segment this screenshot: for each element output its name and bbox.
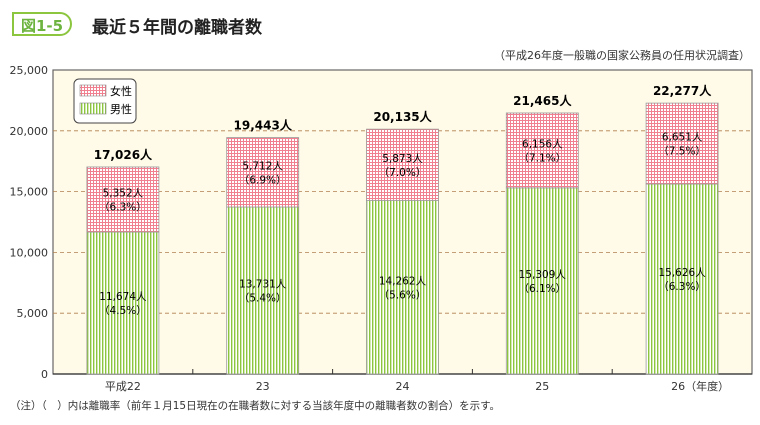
y-tick-label: 20,000: [10, 125, 49, 138]
legend-swatch-male: [79, 102, 107, 115]
y-tick-label: 15,000: [10, 186, 49, 199]
female-value-label: 5,352人: [103, 188, 144, 200]
female-value-label: 5,712人: [242, 160, 283, 172]
chart-title: 最近５年間の離職者数: [92, 18, 262, 38]
male-value-label: 15,309人: [519, 269, 567, 281]
bar-female: [226, 137, 300, 208]
bar-female: [366, 128, 439, 201]
total-label: 22,277人: [653, 83, 712, 98]
female-rate-label: （7.5%）: [658, 146, 706, 158]
female-rate-label: （7.1%）: [518, 152, 566, 164]
bar-male: [86, 231, 160, 375]
bar-female: [86, 166, 160, 233]
total-label: 21,465人: [513, 93, 572, 108]
bar-male: [226, 206, 300, 375]
bar-male: [366, 200, 439, 375]
bar-female: [505, 112, 579, 189]
male-value-label: 13,731人: [239, 279, 287, 291]
y-tick-label: 5,000: [17, 307, 49, 320]
legend-label-female: 女性: [110, 84, 132, 98]
female-rate-label: （6.9%）: [239, 174, 287, 186]
male-value-label: 15,626人: [658, 267, 706, 279]
y-tick-label: 25,000: [10, 64, 49, 77]
source-note: （平成26年度一般職の国家公務員の任用状況調査）: [494, 49, 750, 62]
male-rate-label: （6.3%）: [658, 281, 706, 293]
female-rate-label: （7.0%）: [379, 167, 427, 179]
figure-label: 図1-5: [12, 12, 72, 36]
x-tick-label: 23: [256, 380, 270, 393]
male-rate-label: （5.4%）: [239, 293, 287, 305]
female-value-label: 5,873人: [382, 153, 423, 165]
y-tick-label: 10,000: [10, 246, 49, 259]
male-value-label: 14,262人: [379, 275, 427, 287]
total-label: 19,443人: [234, 118, 293, 133]
legend-label-male: 男性: [110, 102, 132, 116]
bar-female: [645, 102, 719, 185]
male-rate-label: （6.1%）: [518, 283, 566, 295]
female-rate-label: （6.3%）: [99, 202, 147, 214]
x-tick-label: 25: [535, 380, 549, 393]
footnote: （注）（ ）内は離職率（前年１月15日現在の在職者数に対する当該年度中の離職者数…: [10, 400, 501, 412]
total-label: 20,135人: [373, 109, 432, 124]
legend-swatch-female: [79, 84, 107, 97]
female-value-label: 6,156人: [522, 138, 563, 150]
x-tick-label: 26（年度）: [671, 379, 729, 393]
x-tick-label: 24: [396, 380, 410, 393]
male-value-label: 11,674人: [99, 291, 147, 303]
x-tick-label: 平成22: [105, 380, 141, 393]
male-rate-label: （5.6%）: [379, 289, 427, 301]
female-value-label: 6,651人: [662, 132, 703, 144]
y-tick-label: 0: [41, 368, 48, 381]
male-rate-label: （4.5%）: [99, 305, 147, 317]
total-label: 17,026人: [94, 147, 153, 162]
